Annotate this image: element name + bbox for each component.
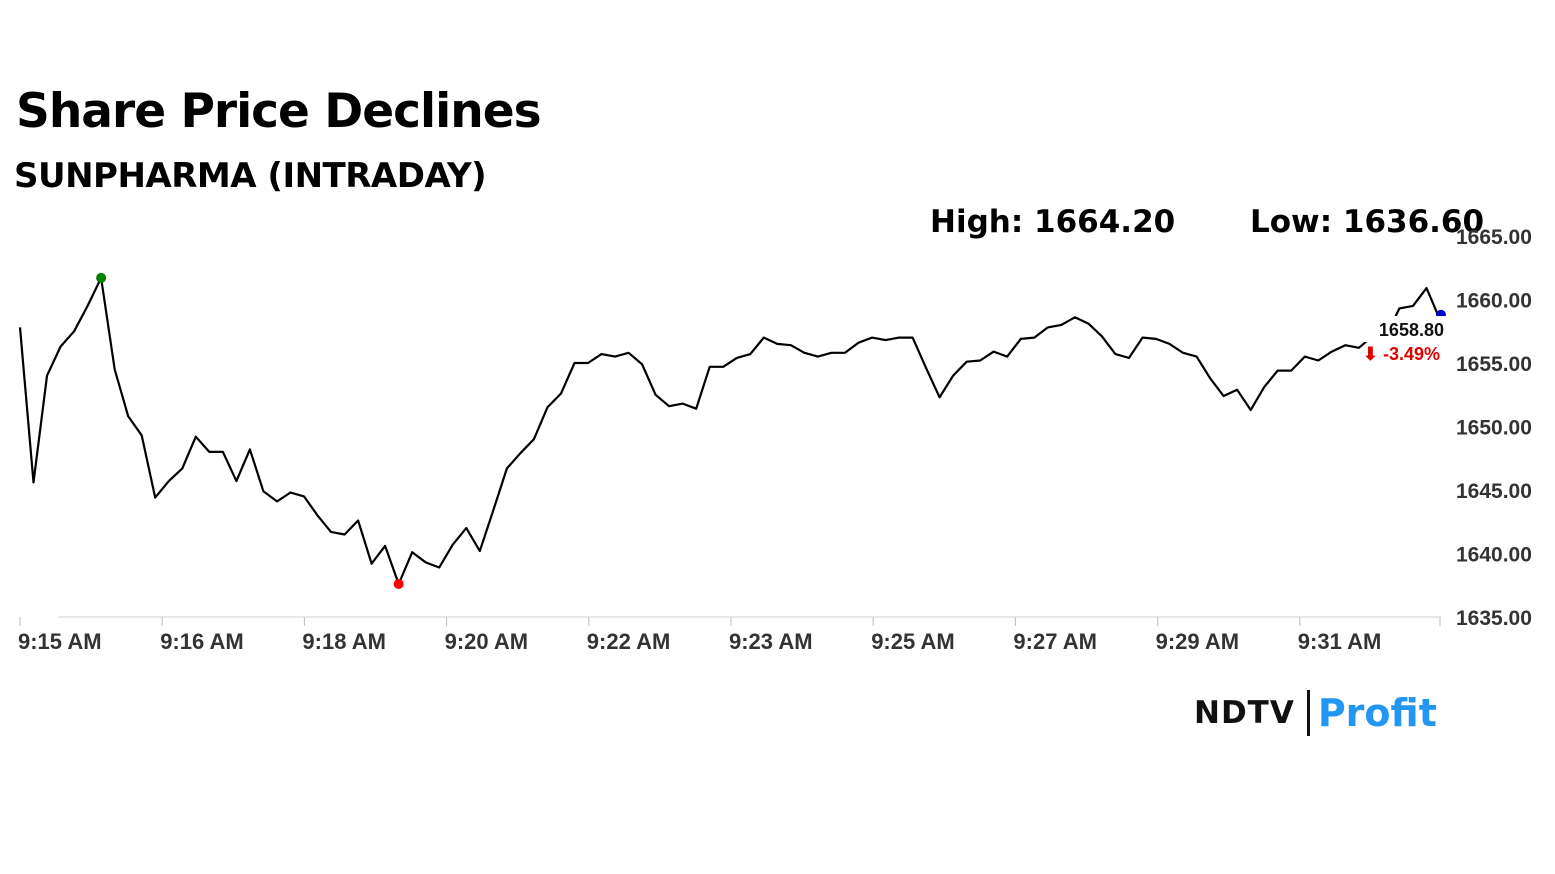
x-tick-label: 9:15 AM (18, 629, 102, 654)
logo-product: Profit (1317, 691, 1437, 735)
y-tick-label: 1635.00 (1456, 607, 1532, 630)
last-price-label: 1658.80 (1379, 320, 1444, 340)
x-tick-label: 9:20 AM (445, 629, 529, 654)
x-tick-label: 9:27 AM (1013, 629, 1097, 654)
x-tick-label: 9:22 AM (587, 629, 671, 654)
price-line (18, 276, 1442, 586)
x-tick-label: 9:31 AM (1298, 629, 1382, 654)
x-tick-label: 9:29 AM (1156, 629, 1240, 654)
logo-brand: NDTV (1194, 695, 1295, 731)
high-price-label: High: 1664.20 (930, 204, 1176, 240)
x-tick-label: 9:16 AM (160, 629, 244, 654)
chart-title: Share Price Declines (16, 84, 542, 139)
y-tick-label: 1655.00 (1456, 353, 1532, 376)
y-tick-label: 1660.00 (1456, 290, 1532, 313)
ndtv-profit-logo: NDTV Profit (1194, 688, 1437, 738)
chart-subtitle: SUNPHARMA (INTRADAY) (14, 156, 487, 196)
high-marker (96, 272, 107, 283)
change-percent-label: ⬇ -3.49% (1363, 344, 1440, 364)
last-price-badge (1362, 316, 1446, 342)
y-tick-label: 1650.00 (1456, 417, 1532, 440)
y-tick-label: 1640.00 (1456, 544, 1532, 567)
low-marker (393, 578, 404, 589)
y-tick-label: 1645.00 (1456, 480, 1532, 503)
y-tick-label: 1665.00 (1456, 226, 1532, 249)
x-tick-label: 9:23 AM (729, 629, 813, 654)
low-price-label: Low: 1636.60 (1250, 204, 1485, 240)
x-tick-label: 9:18 AM (302, 629, 386, 654)
logo-divider (1306, 690, 1310, 736)
x-tick-label: 9:25 AM (871, 629, 955, 654)
